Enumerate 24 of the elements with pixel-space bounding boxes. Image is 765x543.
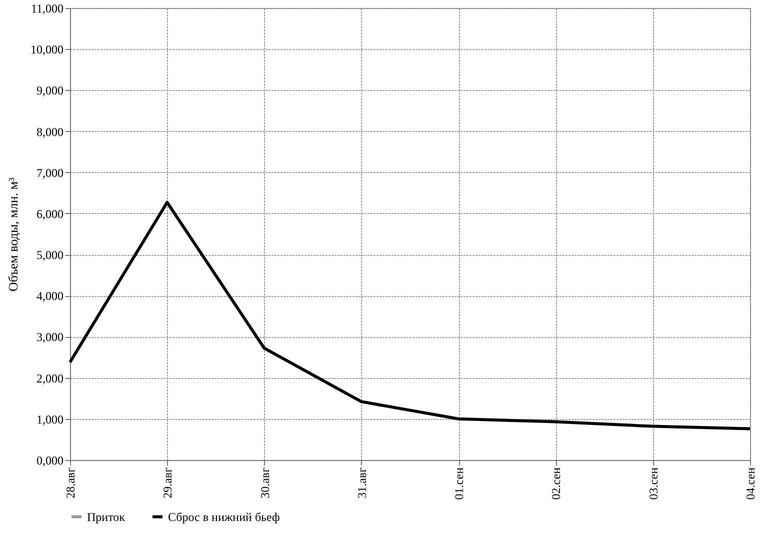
y-axis-title: Объем воды, млн. м³ xyxy=(6,177,20,292)
y-tick-label: 2,000 xyxy=(36,371,64,386)
y-tick-label: 10,000 xyxy=(30,42,64,57)
y-tick-label: 4,000 xyxy=(36,289,64,304)
y-tick-label: 5,000 xyxy=(36,248,64,262)
x-tick-label: 30.авг xyxy=(258,467,272,498)
y-tick-label: 3,000 xyxy=(36,330,64,344)
y-tick-label: 1,000 xyxy=(36,412,64,426)
x-tick-label: 31.авг xyxy=(354,467,369,498)
legend-label: Приток xyxy=(87,510,126,524)
x-tick-label: 01.сен xyxy=(452,466,466,500)
y-tick-label: 9,000 xyxy=(36,84,64,98)
line-series xyxy=(68,200,752,430)
y-tick-label: 6,000 xyxy=(36,206,64,221)
y-tick-label: 11,000 xyxy=(30,2,64,16)
y-tick-label: 7,000 xyxy=(36,166,64,180)
x-tick-label: 04.сен xyxy=(744,466,758,500)
x-tick-label: 02.сен xyxy=(549,466,564,500)
y-tick-label: 8,000 xyxy=(36,124,64,139)
legend-label: Сброс в нижний бьеф xyxy=(168,510,280,524)
x-tick-label: 28.авг xyxy=(64,467,78,498)
y-tick-label: 0,000 xyxy=(36,454,64,468)
x-tick-label: 03.сен xyxy=(646,466,660,500)
x-tick-label: 29.авг xyxy=(160,467,175,498)
